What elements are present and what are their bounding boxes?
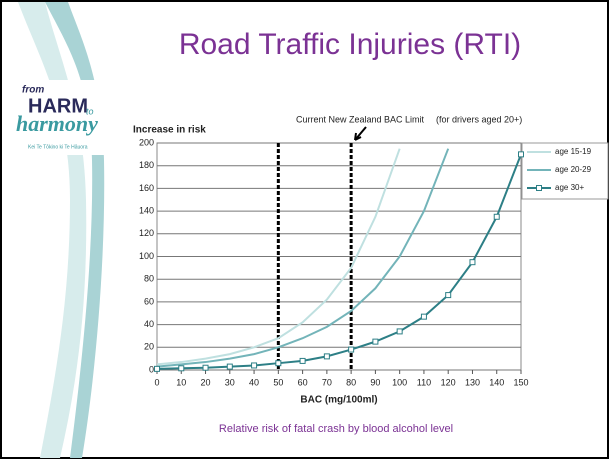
point-marker: [494, 214, 499, 219]
x-tick-label: 40: [249, 377, 259, 387]
y-tick-label: 40: [144, 319, 154, 329]
point-marker: [203, 365, 208, 370]
point-marker: [519, 152, 524, 157]
y-axis-label: Increase in risk: [133, 125, 206, 136]
x-axis-label: BAC (mg/100ml): [300, 395, 377, 406]
legend-label: age 15-19: [555, 147, 592, 156]
logo-text: harmony: [16, 111, 98, 136]
x-tick-label: 70: [322, 377, 332, 387]
point-marker: [179, 366, 184, 371]
y-tick-label: 0: [149, 364, 154, 374]
x-tick-label: 20: [201, 377, 211, 387]
y-tick-label: 80: [144, 274, 154, 284]
y-tick-label: 200: [139, 137, 154, 147]
legend-label: age 30+: [555, 183, 584, 192]
point-marker: [227, 364, 232, 369]
point-marker: [276, 361, 281, 366]
y-tick-label: 140: [139, 205, 154, 215]
logo-text: from: [22, 85, 44, 96]
x-tick-label: 30: [225, 377, 235, 387]
slide: from HARM to harmony Kei Te Tōkino ki Te…: [0, 0, 609, 459]
point-marker: [155, 366, 160, 371]
point-marker: [252, 363, 257, 368]
point-marker: [324, 354, 329, 359]
x-tick-label: 110: [417, 377, 431, 387]
slide-title: Road Traffic Injuries (RTI): [179, 28, 521, 61]
point-marker: [397, 329, 402, 334]
legend-label: age 20-29: [555, 165, 592, 174]
x-tick-label: 130: [465, 377, 480, 387]
y-tick-label: 100: [139, 251, 154, 261]
annotation: (for drivers aged 20+): [436, 114, 522, 124]
y-tick-label: 160: [139, 183, 154, 193]
legend-marker: [537, 186, 542, 191]
x-tick-label: 10: [176, 377, 186, 387]
y-tick-label: 60: [144, 296, 154, 306]
point-marker: [470, 260, 475, 265]
y-tick-label: 20: [144, 342, 154, 352]
x-tick-label: 60: [298, 377, 308, 387]
x-tick-label: 90: [370, 377, 380, 387]
x-tick-label: 0: [154, 377, 159, 387]
x-tick-label: 140: [489, 377, 504, 387]
x-tick-label: 150: [513, 377, 528, 387]
x-tick-label: 50: [273, 377, 283, 387]
point-marker: [300, 358, 305, 363]
x-tick-label: 80: [346, 377, 356, 387]
x-tick-label: 120: [441, 377, 456, 387]
x-tick-label: 100: [392, 377, 407, 387]
point-marker: [421, 314, 426, 319]
point-marker: [446, 293, 451, 298]
annotation: Current New Zealand BAC Limit: [296, 114, 425, 124]
caption: Relative risk of fatal crash by blood al…: [219, 423, 453, 435]
y-tick-label: 180: [139, 160, 154, 170]
y-tick-label: 120: [139, 228, 154, 238]
logo-tagline: Kei Te Tōkino ki Te Hāuora: [28, 144, 88, 150]
point-marker: [373, 339, 378, 344]
point-marker: [349, 347, 354, 352]
